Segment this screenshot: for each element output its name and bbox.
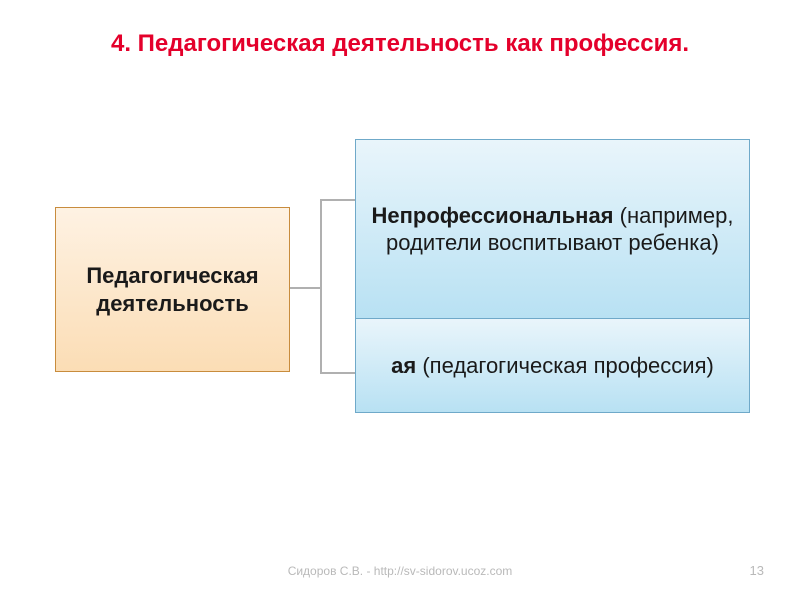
child-label-bold: Непрофессиональная	[372, 203, 614, 228]
child-node-top: Непрофессиональная (например, родители в…	[355, 139, 750, 319]
page-title: 4. Педагогическая деятельность как профе…	[0, 0, 800, 59]
connector-line	[290, 287, 320, 289]
child-label-rest: (педагогическая профессия)	[416, 353, 714, 378]
diagram-container: Педагогическая деятельность ая (педагоги…	[0, 59, 800, 439]
child-label-bold: ая	[391, 353, 416, 378]
connector-line	[320, 199, 322, 374]
child-node-label: Непрофессиональная (например, родители в…	[366, 202, 739, 257]
root-node: Педагогическая деятельность	[55, 207, 290, 372]
child-node-label: ая (педагогическая профессия)	[391, 352, 714, 380]
page-number: 13	[750, 563, 764, 578]
child-node-bottom: ая (педагогическая профессия)	[355, 318, 750, 413]
root-node-label: Педагогическая деятельность	[66, 262, 279, 317]
footer-credit: Сидоров С.В. - http://sv-sidorov.ucoz.co…	[0, 564, 800, 578]
